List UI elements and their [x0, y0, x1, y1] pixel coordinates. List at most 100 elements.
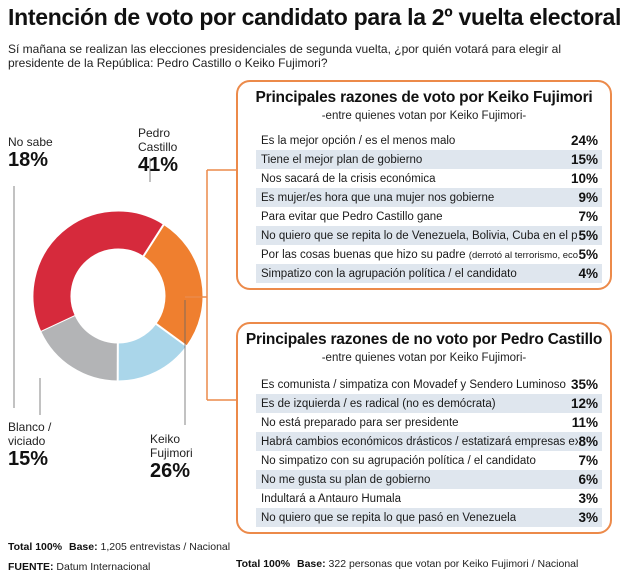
keiko-reason-row: Simpatizo con la agrupación política / e… [256, 264, 602, 283]
castillo-reason-row: No está preparado para ser presidente 11% [256, 413, 602, 432]
castillo-reason-row: Es de izquierda / es radical (no es demó… [256, 394, 602, 413]
keiko-reason-row-label-text: Por las cosas buenas que hizo su padre [261, 248, 466, 261]
castillo-reason-row-label: Indultará a Antauro Humala [256, 493, 401, 505]
castillo-reason-row-value: 3% [578, 510, 598, 525]
source-text: Datum Internacional [56, 561, 151, 573]
castillo-reason-row-label: Es comunista / simpatiza con Movadef y S… [256, 379, 566, 391]
label-keiko: Keiko Fujimori 26% [150, 432, 193, 482]
label-nosabe: No sabe 18% [8, 135, 53, 171]
page-title: Intención de voto por candidato para la … [8, 4, 620, 30]
castillo-reason-row-label-text: No quiero que se repita lo que pasó en V… [261, 511, 517, 524]
donut-separator [154, 322, 188, 348]
castillo-reason-row-label-text: No me gusta su plan de gobierno [261, 473, 431, 486]
label-castillo-pct: 41% [138, 154, 179, 176]
castillo-reason-row: No me gusta su plan de gobierno 6% [256, 470, 602, 489]
keiko-reason-row: Es la mejor opción / es el menos malo 24% [256, 131, 602, 150]
castillo-reason-row: Habrá cambios económicos drásticos / est… [256, 432, 602, 451]
keiko-reason-row-value: 9% [578, 190, 598, 205]
label-keiko-pct: 26% [150, 460, 191, 482]
castillo-reason-row-value: 7% [578, 453, 598, 468]
keiko-reason-row-label-text: Tiene el mejor plan de gobierno [261, 153, 423, 166]
keiko-reason-row-label: Por las cosas buenas que hizo su padre (… [256, 249, 578, 261]
footnote-right-base-text: 322 personas que votan por Keiko Fujimor… [328, 558, 579, 570]
donut-separator [142, 223, 165, 258]
keiko-reason-row-label: Nos sacará de la crisis económica [256, 173, 436, 185]
panel-castillo-subtitle: -entre quienes votan por Keiko Fujimori- [321, 352, 527, 364]
label-nosabe-pct: 18% [8, 149, 49, 171]
keiko-reason-row-value: 5% [578, 228, 598, 243]
footnote-right-base-label: Base: [297, 558, 326, 570]
castillo-reason-row-label-text: No está preparado para ser presidente [261, 416, 459, 429]
castillo-reason-row-label-text: Es de izquierda / es radical (no es demó… [261, 397, 496, 410]
keiko-reason-row-label-text: Es la mejor opción / es el menos malo [261, 134, 456, 147]
panel-keiko-title: Principales razones de voto por Keiko Fu… [255, 89, 593, 106]
castillo-reason-row-value: 3% [578, 491, 598, 506]
panel-keiko-reasons: Principales razones de voto por Keiko Fu… [236, 80, 612, 290]
footnote-right-total: Total 100% [236, 558, 291, 570]
keiko-reason-row-label-text: Para evitar que Pedro Castillo gane [261, 210, 443, 223]
source-label: FUENTE: [8, 561, 54, 573]
donut-slice-castillo [33, 211, 164, 332]
keiko-reason-row-label-text: Nos sacará de la crisis económica [261, 172, 436, 185]
keiko-reason-row-label: Es mujer/es hora que una mujer nos gobie… [256, 192, 494, 204]
keiko-reason-row: Para evitar que Pedro Castillo gane 7% [256, 207, 602, 226]
keiko-reason-row-label-text: Es mujer/es hora que una mujer nos gobie… [261, 191, 495, 204]
keiko-reason-row-value: 4% [578, 266, 598, 281]
panel-castillo-title: Principales razones de no voto por Pedro… [245, 331, 603, 348]
castillo-reason-row-value: 11% [571, 415, 598, 430]
panel-castillo-reasons: Principales razones de no voto por Pedro… [236, 322, 612, 534]
castillo-reason-row-label: No está preparado para ser presidente [256, 417, 459, 429]
donut-slice-nosabe [41, 315, 119, 381]
castillo-reason-row: Es comunista / simpatiza con Movadef y S… [256, 375, 602, 394]
castillo-reason-row-value: 35% [570, 377, 598, 392]
keiko-reason-row-label: Tiene el mejor plan de gobierno [256, 154, 422, 166]
keiko-reason-row: No quiero que se repita lo de Venezuela,… [256, 226, 602, 245]
keiko-reason-row: Nos sacará de la crisis económica 10% [256, 169, 602, 188]
castillo-reason-row-value: 6% [578, 472, 598, 487]
keiko-reason-row-label-text: No quiero que se repita lo de Venezuela,… [261, 229, 579, 242]
panel-castillo-rows: Es comunista / simpatiza con Movadef y S… [256, 375, 602, 527]
castillo-reason-row-value: 12% [570, 396, 598, 411]
footnote-left-base-text: 1,205 entrevistas / Nacional [100, 541, 231, 553]
panel-keiko-rows: Es la mejor opción / es el menos malo 24%… [256, 131, 602, 283]
keiko-reason-row: Tiene el mejor plan de gobierno 15% [256, 150, 602, 169]
keiko-reason-row: Por las cosas buenas que hizo su padre (… [256, 245, 602, 264]
castillo-reason-row: No simpatizo con su agrupación política … [256, 451, 602, 470]
castillo-reason-row: Indultará a Antauro Humala 3% [256, 489, 602, 508]
keiko-reason-row-value: 24% [570, 133, 598, 148]
castillo-reason-row-label: No simpatizo con su agrupación política … [256, 455, 536, 467]
castillo-reason-row-label-text: Es comunista / simpatiza con Movadef y S… [261, 378, 566, 391]
keiko-reason-row-note: (derrotó al terrorismo, economía) [468, 249, 579, 261]
keiko-reason-row-label: Es la mejor opción / es el menos malo [256, 135, 455, 147]
source-line: FUENTE: Datum Internacional [8, 561, 150, 573]
footnote-left: Total 100% Base: 1,205 entrevistas / Nac… [8, 541, 230, 553]
donut-slice-keiko [142, 224, 203, 346]
footnote-left-base-label: Base: [69, 541, 98, 553]
label-castillo: Pedro Castillo 41% [138, 126, 178, 176]
footnote-right: Total 100% Base: 322 personas que votan … [236, 558, 578, 570]
keiko-reason-row-value: 10% [570, 171, 598, 186]
castillo-reason-row-label-text: Indultará a Antauro Humala [261, 492, 402, 505]
footnote-left-total: Total 100% [8, 541, 63, 553]
label-blanco-pct: 15% [8, 448, 49, 470]
castillo-reason-row-value: 8% [578, 434, 598, 449]
label-blanco: Blanco / viciado 15% [8, 420, 51, 470]
castillo-reason-row-label: No quiero que se repita lo que pasó en V… [256, 512, 516, 524]
label-keiko-name: Keiko Fujimori [150, 432, 193, 460]
donut-slice-blanco [117, 323, 187, 381]
castillo-reason-row-label: Es de izquierda / es radical (no es demó… [256, 398, 496, 410]
castillo-reason-row-label: Habrá cambios económicos drásticos / est… [256, 436, 578, 448]
keiko-reason-row-label: Simpatizo con la agrupación política / e… [256, 268, 517, 280]
label-castillo-name: Pedro Castillo [138, 126, 178, 154]
donut-chart [13, 158, 203, 425]
keiko-reason-row-label: No quiero que se repita lo de Venezuela,… [256, 230, 578, 242]
keiko-reason-row-label-text: Simpatizo con la agrupación política / e… [261, 267, 517, 280]
keiko-reason-row-label: Para evitar que Pedro Castillo gane [256, 211, 443, 223]
castillo-reason-row-label-text: Habrá cambios económicos drásticos / est… [261, 435, 579, 448]
castillo-reason-row-label: No me gusta su plan de gobierno [256, 474, 430, 486]
keiko-reason-row-value: 15% [570, 152, 598, 167]
label-blanco-name: Blanco / viciado [8, 420, 52, 448]
label-nosabe-name: No sabe [8, 135, 53, 149]
panel-keiko-subtitle: -entre quienes votan por Keiko Fujimori- [321, 110, 527, 122]
keiko-reason-row: Es mujer/es hora que una mujer nos gobie… [256, 188, 602, 207]
